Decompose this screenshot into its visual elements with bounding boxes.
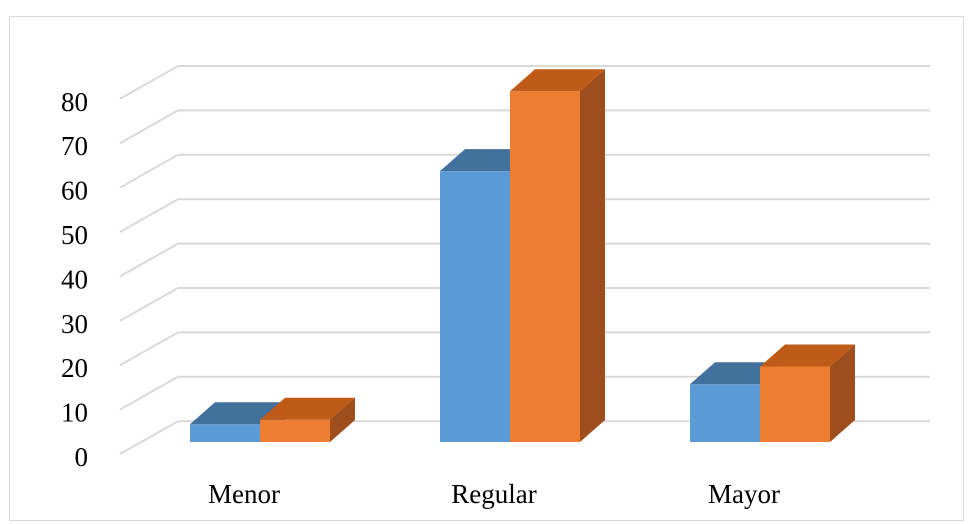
bar-front <box>760 366 830 442</box>
gridline-diagonal <box>119 242 179 278</box>
bar <box>760 344 855 442</box>
gridline-diagonal <box>119 287 179 322</box>
gridline-diagonal <box>119 65 179 100</box>
y-tick-label: 50 <box>61 220 88 250</box>
bar-top <box>260 397 355 420</box>
bar-front <box>440 171 510 442</box>
bar-front <box>690 384 760 442</box>
y-tick-label: 10 <box>61 398 88 428</box>
y-tick-label: 70 <box>61 131 88 161</box>
bar-top <box>510 69 605 92</box>
bar-side <box>580 69 605 443</box>
x-category-label: Menor <box>208 479 280 509</box>
gridline-diagonal <box>119 420 179 455</box>
y-axis-ticks: 0 10 20 30 40 50 60 70 80 <box>61 87 88 472</box>
bar <box>510 69 605 443</box>
bar-front <box>190 424 260 442</box>
gridline-diagonal <box>119 198 179 233</box>
gridline-diagonal <box>119 109 179 145</box>
y-tick-label: 60 <box>61 176 88 206</box>
gridline-diagonal <box>119 375 179 411</box>
y-tick-label: 20 <box>61 353 88 383</box>
bar <box>260 397 355 442</box>
x-category-label: Mayor <box>708 479 780 509</box>
x-category-label: Regular <box>451 479 536 509</box>
y-tick-label: 30 <box>61 309 88 339</box>
y-tick-label: 80 <box>61 87 88 117</box>
bar-top <box>760 344 855 367</box>
gridline-diagonal <box>119 331 179 367</box>
bar-side <box>330 397 355 442</box>
gridline-diagonal <box>119 153 179 189</box>
x-axis-categories: Menor Regular Mayor <box>208 479 780 509</box>
bar-front <box>510 91 580 443</box>
bar-front <box>260 419 330 442</box>
y-tick-label: 40 <box>61 264 88 294</box>
bars <box>190 69 855 443</box>
bar-side <box>830 344 855 442</box>
y-tick-label: 0 <box>75 442 89 472</box>
